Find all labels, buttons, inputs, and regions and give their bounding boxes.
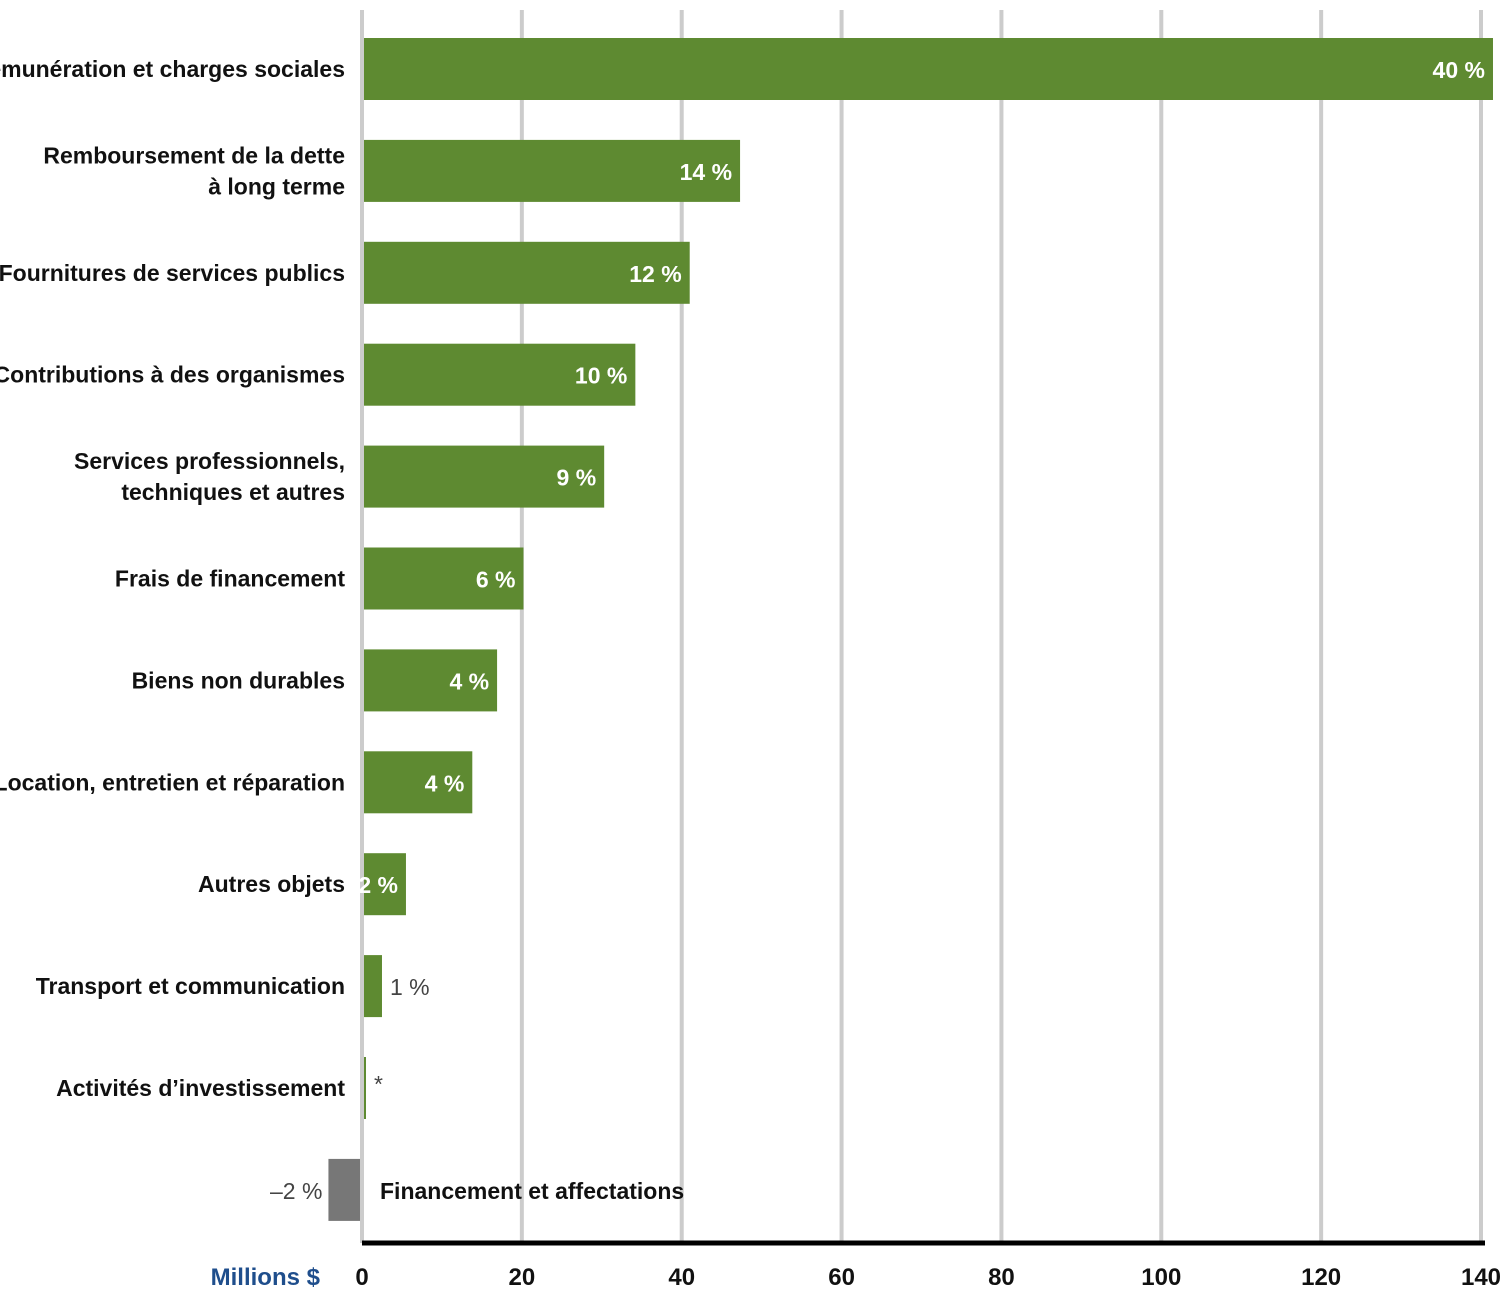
- bar-6: [364, 649, 498, 712]
- bar-11: [328, 1158, 360, 1221]
- x-axis: 0 20 40 60 80 100 120 140 Millions $: [211, 1240, 1501, 1291]
- x-tick-label-140: 140: [1461, 1264, 1501, 1291]
- bar-3: [364, 343, 636, 406]
- data-label: 4 %: [449, 668, 489, 694]
- category-label: Biens non durables: [132, 667, 345, 693]
- x-axis-unit-label: Millions $: [211, 1264, 321, 1291]
- x-tick-label-80: 80: [988, 1264, 1015, 1291]
- data-label: 4 %: [425, 770, 465, 796]
- x-tick-label-60: 60: [828, 1264, 855, 1291]
- category-label: Remboursement de la dette: [43, 142, 345, 168]
- data-label: *: [374, 1071, 383, 1097]
- category-label: Financement et affectations: [380, 1178, 684, 1204]
- x-tick-label-120: 120: [1301, 1264, 1341, 1291]
- bar-2: [364, 241, 690, 304]
- category-label: Frais de financement: [115, 566, 345, 592]
- x-tick-label-0: 0: [355, 1264, 368, 1291]
- gridlines: [360, 10, 1483, 1243]
- bar-9: [364, 955, 382, 1018]
- bar-1: [364, 139, 741, 202]
- data-label: 40 %: [1433, 57, 1485, 83]
- bar-4: [364, 445, 605, 508]
- labels: Rémunération et charges sociales 40 % Remb…: [0, 56, 1485, 1204]
- data-label: 12 %: [629, 261, 681, 287]
- x-tick-label-20: 20: [509, 1264, 536, 1291]
- category-label: Location, entretien et réparation: [0, 769, 345, 795]
- data-label: 1 %: [390, 974, 430, 1000]
- data-label: 10 %: [575, 363, 627, 389]
- category-label: techniques et autres: [121, 479, 345, 505]
- category-label: Transport et communication: [36, 973, 345, 999]
- bar-5: [364, 547, 524, 610]
- category-label: Rémunération et charges sociales: [0, 56, 345, 82]
- x-tick-label-40: 40: [668, 1264, 695, 1291]
- category-label: Services professionnels,: [74, 448, 345, 474]
- data-label: 9 %: [557, 465, 597, 491]
- x-tick-label-100: 100: [1141, 1264, 1181, 1291]
- category-label: Fournitures de services publics: [0, 260, 345, 286]
- category-label: Contributions à des organismes: [0, 362, 345, 388]
- data-label: –2 %: [270, 1178, 322, 1204]
- data-label: 14 %: [680, 159, 732, 185]
- category-label: Autres objets: [198, 871, 345, 897]
- bar-8: [364, 853, 406, 916]
- bar-10: [364, 1057, 366, 1119]
- bar-7: [364, 751, 473, 814]
- category-label: Activités d’investissement: [56, 1075, 345, 1101]
- bars: [328, 38, 1493, 1221]
- category-label: à long terme: [208, 173, 345, 199]
- bar-0: [364, 38, 1493, 100]
- data-label: 2 %: [358, 872, 398, 898]
- data-label: 6 %: [476, 567, 516, 593]
